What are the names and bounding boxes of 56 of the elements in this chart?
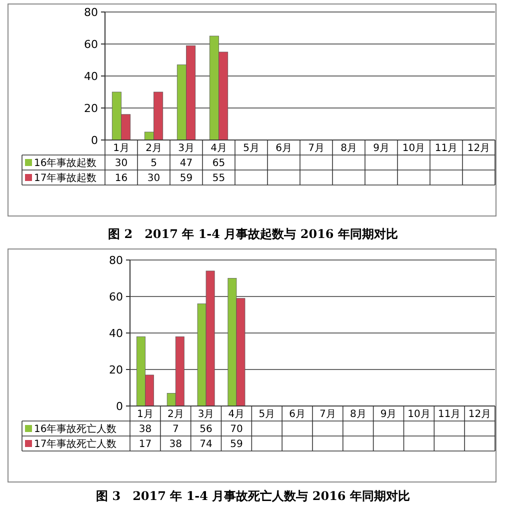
legend-label: 17年事故起数: [34, 172, 97, 184]
y-tick-label: 40: [84, 70, 98, 83]
data-label: 30: [147, 173, 160, 184]
y-tick-label: 0: [91, 134, 98, 147]
x-tick-label: 10月: [408, 409, 430, 420]
x-tick-label: 6月: [289, 409, 306, 420]
x-tick-label: 3月: [198, 409, 214, 420]
x-tick-label: 8月: [340, 143, 357, 154]
x-tick-label: 5月: [243, 143, 260, 154]
y-tick-label: 0: [116, 400, 123, 413]
data-label: 59: [230, 439, 243, 450]
data-label: 70: [230, 424, 243, 435]
x-tick-label: 11月: [438, 409, 461, 420]
data-label: 16: [114, 173, 128, 184]
y-tick-label: 60: [84, 38, 98, 51]
x-tick-label: 11月: [434, 143, 458, 154]
x-tick-label: 4月: [210, 143, 227, 154]
y-tick-label: 20: [109, 364, 123, 376]
data-label: 30: [114, 158, 128, 169]
data-label: 56: [200, 424, 212, 435]
y-tick-label: 80: [84, 6, 98, 19]
data-label: 7: [172, 424, 179, 435]
data-label: 38: [138, 424, 152, 435]
x-tick-label: 5月: [258, 409, 276, 420]
x-tick-label: 9月: [380, 409, 397, 420]
x-tick-label: 6月: [276, 143, 292, 154]
x-tick-label: 3月: [178, 143, 194, 154]
text: 图 2 2017 年 1-4 月事故起数与 2016 年同期对比: [108, 227, 398, 241]
data-label: 47: [180, 158, 193, 169]
x-tick-label: 1月: [113, 143, 130, 154]
y-tick-label: 80: [109, 254, 123, 267]
text: 图 3 2017 年 1-4 月事故死亡人数与 2016 年同期对比: [96, 489, 410, 503]
x-tick-label: 7月: [320, 409, 336, 420]
data-label: 59: [180, 173, 193, 184]
legend-label: 16年事故起数: [34, 157, 97, 169]
x-tick-label: 4月: [228, 409, 245, 420]
y-tick-label: 60: [109, 290, 123, 304]
x-tick-label: 8月: [350, 409, 366, 420]
x-tick-label: 12月: [468, 409, 492, 420]
legend-label: 16年事故死亡人数: [34, 423, 117, 435]
data-label: 38: [169, 439, 182, 450]
y-tick-label: 20: [84, 102, 98, 115]
x-tick-label: 9月: [373, 143, 390, 154]
data-label: 5: [150, 158, 157, 169]
x-tick-label: 2月: [146, 143, 162, 154]
x-tick-label: 2月: [167, 409, 184, 420]
x-tick-label: 7月: [308, 143, 324, 154]
data-label: 17: [138, 439, 152, 450]
x-tick-label: 1月: [137, 409, 154, 420]
data-label: 55: [212, 173, 226, 184]
legend-label: 17年事故死亡人数: [34, 438, 117, 450]
x-tick-label: 10月: [402, 143, 426, 154]
x-tick-label: 12月: [467, 143, 490, 154]
data-label: 74: [200, 439, 212, 450]
y-tick-label: 40: [109, 327, 123, 340]
data-label: 65: [212, 158, 226, 169]
